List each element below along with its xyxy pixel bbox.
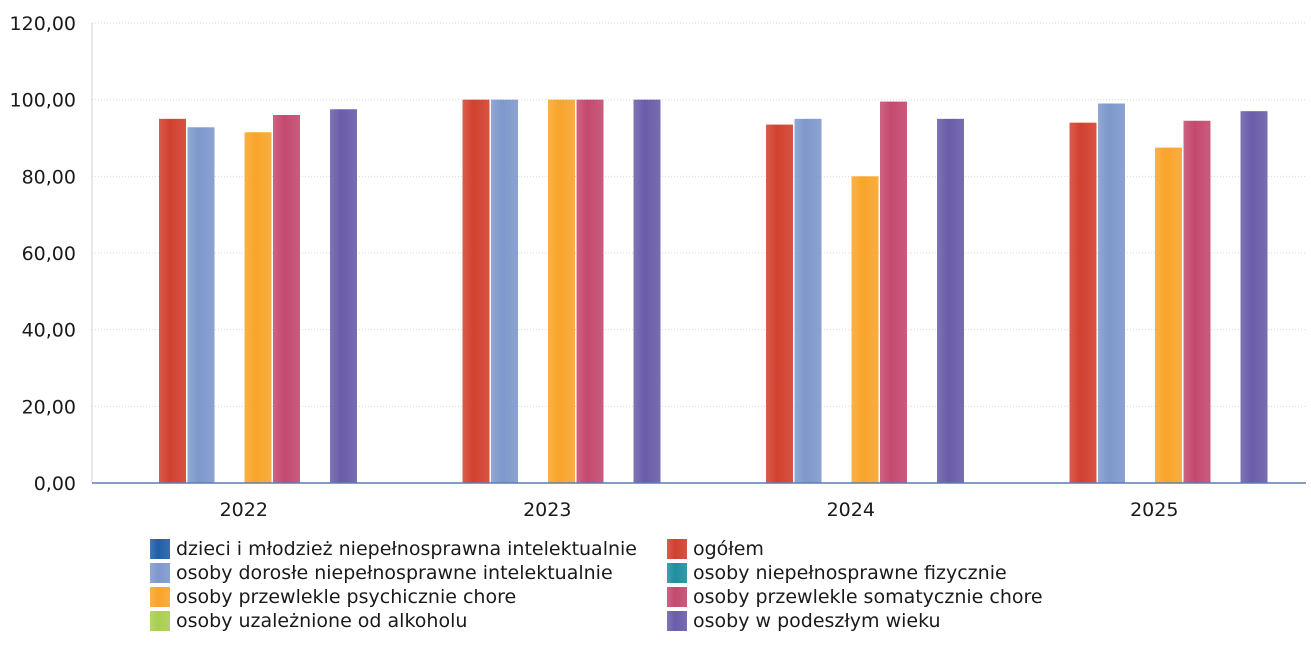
legend-swatch: [667, 563, 687, 583]
bar: [330, 109, 357, 483]
bar: [159, 118, 186, 483]
bar: [548, 99, 575, 484]
y-tick-label: 80,00: [22, 166, 76, 188]
bar: [273, 115, 300, 483]
x-axis-tick-labels: 2022 2023 2024 2025: [220, 499, 1179, 521]
bar: [851, 176, 879, 484]
bar: [576, 99, 604, 484]
legend-label: osoby przewlekle psychicznie chore: [176, 586, 516, 608]
legend-label: osoby uzależnione od alkoholu: [176, 610, 467, 632]
bar: [766, 124, 793, 483]
bar: [462, 99, 490, 484]
bar: [1183, 120, 1211, 483]
bar: [491, 99, 518, 484]
x-tick-label: 2025: [1130, 499, 1178, 521]
y-tick-label: 40,00: [22, 320, 76, 342]
legend: dzieci i młodzież niepełnosprawna intele…: [150, 538, 1043, 632]
legend-swatch: [667, 539, 687, 559]
bar: [880, 101, 907, 483]
legend-label: ogółem: [693, 538, 764, 560]
y-tick-label: 120,00: [10, 13, 76, 35]
legend-label: osoby w podeszłym wieku: [693, 610, 941, 632]
legend-swatch: [150, 539, 170, 559]
bar: [187, 127, 215, 484]
bar: [244, 132, 272, 483]
y-tick-label: 0,00: [34, 473, 76, 495]
bars: [159, 99, 1268, 484]
legend-swatch: [150, 563, 170, 583]
bar: [1155, 147, 1182, 484]
legend-label: osoby dorosłe niepełnosprawne intelektua…: [176, 562, 613, 584]
legend-label: osoby przewlekle somatycznie chore: [693, 586, 1043, 608]
y-axis-tick-labels: 0,00 20,00 40,00 60,00 80,00 100,00 120,00: [10, 13, 76, 495]
x-tick-label: 2024: [827, 499, 875, 521]
y-tick-label: 20,00: [22, 396, 76, 418]
bar: [937, 118, 964, 483]
legend-swatch: [667, 611, 687, 631]
legend-label: osoby niepełnosprawne fizycznie: [693, 562, 1007, 584]
legend-swatch: [667, 587, 687, 607]
bar: [1098, 103, 1125, 483]
y-tick-label: 100,00: [10, 90, 76, 112]
legend-swatch: [150, 611, 170, 631]
legend-label: dzieci i młodzież niepełnosprawna intele…: [176, 538, 637, 560]
bar: [633, 99, 661, 484]
x-tick-label: 2022: [220, 499, 268, 521]
x-tick-label: 2023: [523, 499, 571, 521]
bar: [1240, 111, 1268, 484]
bar: [1069, 122, 1097, 484]
y-tick-label: 60,00: [22, 243, 76, 265]
bar: [794, 118, 822, 483]
legend-swatch: [150, 587, 170, 607]
